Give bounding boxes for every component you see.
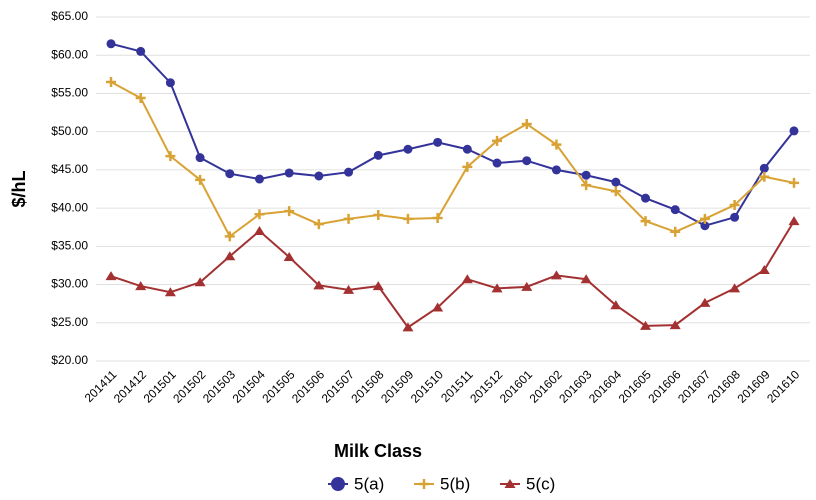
marker [284,168,294,178]
marker [551,139,562,150]
marker [433,137,443,147]
marker [224,251,236,261]
y-tick-label: $50.00 [51,124,88,138]
marker [224,231,235,242]
marker [195,174,206,185]
legend-marker [331,477,345,491]
marker [254,174,264,184]
y-tick-label: $45.00 [51,162,88,176]
y-tick-label: $25.00 [51,315,88,329]
y-tick-label: $30.00 [51,277,88,291]
marker [284,206,295,217]
marker [461,274,473,284]
marker [432,213,443,224]
marker [669,320,681,330]
marker [492,135,503,146]
x-tick-label: 201610 [764,367,802,405]
legend-label: 5(b) [440,474,470,493]
x-tick-label: 201510 [408,367,446,405]
marker [640,216,651,227]
marker [550,270,562,280]
marker [462,161,473,172]
series-line [110,81,795,238]
marker [521,281,533,291]
y-tick-label: $40.00 [51,200,88,214]
marker [492,158,502,168]
marker [462,144,472,154]
marker [343,284,355,294]
marker [165,151,176,162]
legend-item: 5(a) [328,474,384,493]
marker [730,212,740,222]
legend-item: 5(b) [414,474,470,493]
legend-label: 5(c) [526,474,555,493]
y-axis-label: $/hL [9,170,29,207]
series-line [110,42,795,227]
marker [699,213,710,224]
marker [699,297,711,307]
marker [164,287,176,297]
marker [225,169,235,179]
marker [700,221,710,231]
marker [106,76,116,87]
marker [313,219,324,230]
marker [165,78,175,88]
marker [343,213,354,224]
y-tick-label: $55.00 [51,86,88,100]
marker [670,226,681,237]
marker [788,216,800,226]
marker [253,226,265,236]
series-line [110,220,795,329]
marker [136,46,146,56]
marker [729,283,741,293]
marker [491,283,503,293]
marker [195,153,205,163]
marker [759,163,769,173]
marker [758,265,770,275]
marker [729,200,740,211]
marker [521,119,532,130]
marker [670,205,680,215]
marker [135,93,146,104]
marker [610,300,622,310]
marker [194,277,206,287]
legend-marker [419,479,429,489]
marker [581,170,591,180]
marker [580,274,592,284]
y-tick-label: $20.00 [51,353,88,367]
marker [789,177,799,188]
marker [610,186,621,197]
marker [254,209,265,220]
marker [283,252,295,262]
marker [344,167,354,177]
marker [402,213,413,224]
y-tick-label: $60.00 [51,47,88,61]
marker [373,150,383,160]
y-tick-label: $65.00 [51,9,88,23]
marker [551,165,561,175]
marker [314,171,324,181]
marker [789,126,799,136]
y-tick-label: $35.00 [51,239,88,253]
legend-label: 5(a) [354,474,384,493]
marker [522,156,532,166]
marker [403,144,413,154]
marker [581,180,592,191]
marker [135,281,147,291]
legend-item: 5(c) [500,474,555,493]
marker [105,271,117,281]
marker [611,177,621,187]
marker [313,280,325,290]
marker [640,320,652,330]
marker [759,171,770,182]
legend-marker [504,479,516,488]
marker [372,281,384,291]
marker [641,193,651,203]
marker [373,209,384,220]
marker [432,302,444,312]
marker [106,39,116,49]
marker [402,322,414,332]
legend-title: Milk Class [334,441,422,461]
